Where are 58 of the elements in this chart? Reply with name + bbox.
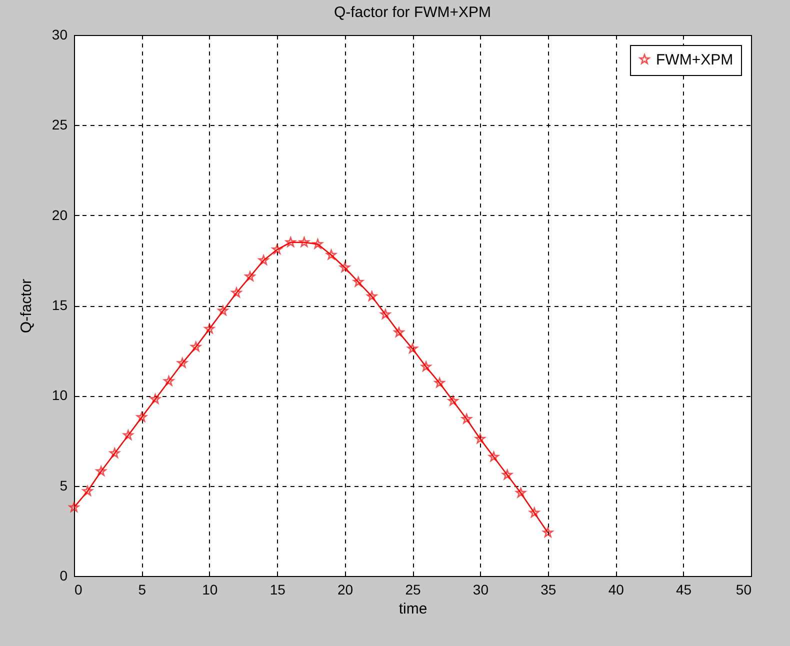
point: [68, 502, 80, 512]
point: [164, 376, 174, 386]
point: [488, 452, 499, 462]
point: [299, 236, 310, 247]
point: [312, 238, 323, 249]
point: [109, 448, 120, 458]
point: [366, 291, 378, 301]
point: [326, 250, 336, 260]
y-tick-label: 0: [60, 568, 68, 584]
point: [529, 507, 540, 518]
point: [394, 327, 404, 338]
point: [462, 414, 472, 424]
x-tick-label: 40: [608, 582, 624, 598]
x-tick-label: 5: [138, 582, 146, 598]
point: [150, 394, 160, 404]
point: [123, 430, 134, 440]
point: [231, 287, 242, 298]
point: [190, 342, 202, 352]
point: [434, 378, 445, 388]
y-tick-label: 15: [52, 297, 68, 313]
x-tick-label: 50: [736, 582, 752, 598]
y-tick-label: 25: [52, 116, 68, 133]
x-tick-label: 0: [74, 582, 82, 598]
y-tick-label: 30: [52, 26, 68, 42]
point: [244, 271, 256, 282]
point: [96, 466, 106, 476]
point: [136, 412, 147, 422]
point: [420, 361, 432, 372]
point: [542, 527, 554, 538]
point: [82, 486, 93, 496]
point: [285, 236, 296, 247]
x-tick-label: 10: [202, 582, 218, 598]
x-tick-label: 20: [338, 582, 354, 598]
point: [258, 255, 269, 265]
x-tick-label: 45: [676, 582, 692, 598]
y-tick-label: 10: [52, 387, 68, 404]
point: [475, 434, 486, 444]
legend-label: FWM+XPM: [656, 52, 734, 68]
point: [177, 358, 188, 368]
point: [340, 262, 350, 272]
point: [218, 306, 228, 316]
y-axis-title: Q-factor: [18, 278, 35, 334]
y-tick-label: 5: [60, 477, 68, 494]
point: [204, 324, 215, 334]
point: [380, 309, 391, 320]
point: [448, 396, 458, 406]
point: [272, 244, 282, 254]
chart-title: Q-factor for FWM+XPM: [334, 4, 492, 21]
point: [502, 470, 512, 480]
x-tick-label: 25: [405, 582, 421, 598]
x-tick-label: 15: [270, 582, 286, 598]
point: [353, 276, 364, 287]
point: [407, 343, 418, 354]
x-tick-label: 30: [472, 582, 489, 598]
x-axis-title: time: [398, 600, 428, 618]
point: [516, 488, 526, 498]
y-tick-label: 20: [52, 206, 68, 223]
x-tick-label: 35: [540, 582, 556, 598]
